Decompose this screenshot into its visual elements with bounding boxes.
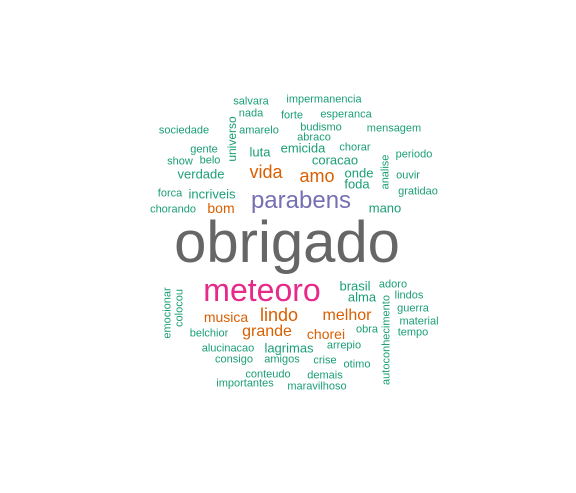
word-verdade: verdade <box>177 166 225 182</box>
word-alucinacao: alucinacao <box>201 342 255 355</box>
word-impermanencia: impermanencia <box>286 93 362 106</box>
word-analise: analise <box>379 154 392 190</box>
word-obra: obra <box>355 323 379 336</box>
word-amo: amo <box>299 166 335 186</box>
word-onde: onde <box>344 165 374 181</box>
word-ouvir: ouvir <box>396 169 420 182</box>
word-material: material <box>399 315 439 328</box>
word-melhor: melhor <box>322 307 372 324</box>
word-esperanca: esperanca <box>320 108 372 121</box>
word-autoconhecimento: autoconhecimento <box>380 295 393 385</box>
word-chorei: chorei <box>306 326 346 342</box>
word-amigos: amigos <box>264 353 300 366</box>
word-coracao: coracao <box>311 152 359 168</box>
word-bom: bom <box>207 200 235 216</box>
word-tempo: tempo <box>397 326 429 339</box>
word-mensagem: mensagem <box>366 122 422 135</box>
word-consigo: consigo <box>215 353 253 366</box>
word-meteoro: meteoro <box>203 272 321 308</box>
word-foda: foda <box>344 176 370 192</box>
word-lagrimas: lagrimas <box>264 340 314 356</box>
word-budismo: budismo <box>300 121 342 134</box>
word-conteudo: conteudo <box>245 368 291 381</box>
word-importantes: importantes <box>216 377 274 390</box>
word-brasil: brasil <box>339 278 371 294</box>
word-nada: nada <box>238 107 264 120</box>
word-gente: gente <box>190 143 218 156</box>
word-obrigado: obrigado <box>174 210 400 275</box>
word-mano: mano <box>368 200 402 216</box>
word-demais: demais <box>307 369 343 382</box>
word-arrepio: arrepio <box>326 339 362 352</box>
word-otimo: otimo <box>343 358 371 371</box>
word-salvara: salvara <box>233 95 269 108</box>
word-lindo: lindo <box>259 305 299 325</box>
word-alma: alma <box>347 289 377 305</box>
word-periodo: periodo <box>395 148 433 161</box>
word-luta: luta <box>249 144 271 160</box>
word-amarelo: amarelo <box>239 124 279 137</box>
word-parabens: parabens <box>250 187 352 214</box>
word-adoro: adoro <box>378 278 408 291</box>
word-incriveis: incriveis <box>188 186 236 202</box>
word-chorar: chorar <box>339 141 371 154</box>
word-forca: forca <box>157 187 183 200</box>
word-abraco: abraco <box>297 131 331 144</box>
word-universo: universo <box>225 116 239 162</box>
word-colocou: colocou <box>173 289 186 327</box>
word-show: show <box>167 155 193 168</box>
word-belo: belo <box>199 154 221 167</box>
word-lindos: lindos <box>394 289 424 302</box>
word-belchior: belchior <box>189 327 229 340</box>
word-vida: vida <box>249 162 283 182</box>
word-emocionar: emocionar <box>161 287 174 339</box>
word-gratidao: gratidao <box>398 185 438 198</box>
word-forte: forte <box>280 109 304 122</box>
word-maravilhoso: maravilhoso <box>287 380 347 393</box>
word-grande: grande <box>242 323 292 340</box>
word-crise: crise <box>313 354 337 367</box>
word-emicida: emicida <box>280 140 326 156</box>
word-guerra: guerra <box>397 302 429 315</box>
word-chorando: chorando <box>150 203 196 216</box>
word-sociedade: sociedade <box>158 124 210 137</box>
word-musica: musica <box>203 309 249 325</box>
